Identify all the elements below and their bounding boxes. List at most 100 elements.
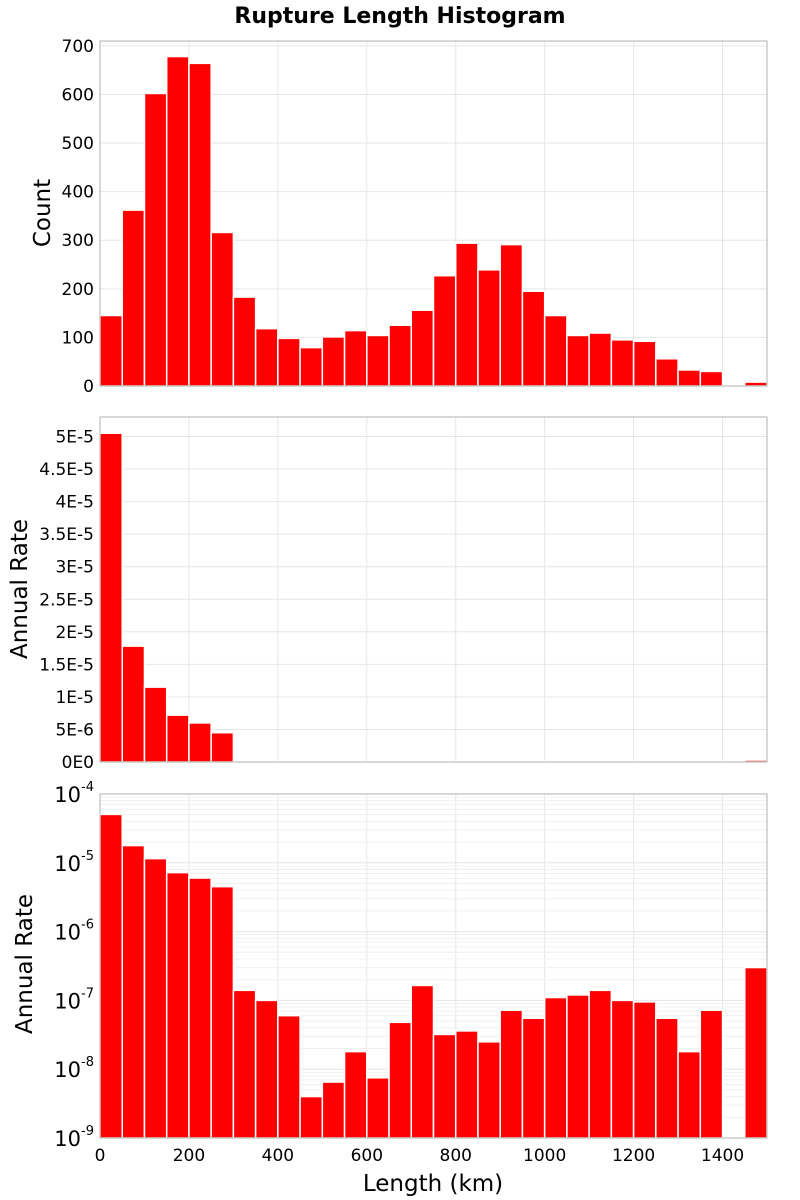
histogram-bar (299, 346, 324, 387)
histogram-bar (143, 92, 168, 387)
count-plot-frame (99, 40, 768, 387)
histogram-bar (432, 1033, 457, 1139)
histogram-bar (566, 334, 590, 387)
rate-log-plot-frame (99, 793, 768, 1139)
histogram-bar (188, 877, 212, 1139)
histogram-bar (254, 999, 279, 1139)
x-tick-label: 400 (262, 1146, 294, 1166)
histogram-bar (143, 857, 168, 1139)
histogram-bar (744, 966, 768, 1139)
y-tick-label: 1E-5 (55, 688, 94, 708)
y-tick-label: 100 (62, 328, 94, 348)
count-y-axis-label: Count (30, 179, 56, 247)
y-tick-label: 10-9 (54, 1124, 94, 1151)
y-tick-label: 0 (83, 377, 94, 397)
y-tick-label: 4E-5 (55, 493, 94, 513)
x-tick-label: 1200 (612, 1146, 655, 1166)
histogram-bar (388, 324, 413, 387)
histogram-bar (99, 314, 123, 387)
histogram-bar (744, 381, 768, 387)
y-tick-label: 10-7 (54, 986, 94, 1013)
histogram-bar (343, 1050, 368, 1139)
histogram-bar (165, 871, 190, 1139)
histogram-bar (588, 989, 613, 1139)
histogram-bar (477, 1041, 501, 1139)
x-tick-label: 200 (173, 1146, 205, 1166)
y-tick-label: 700 (62, 37, 94, 57)
histogram-bar (366, 334, 390, 387)
histogram-bar (188, 62, 212, 387)
y-tick-label: 10-8 (54, 1055, 94, 1082)
histogram-bar (521, 290, 546, 387)
histogram-bar (566, 994, 590, 1139)
y-tick-label: 300 (62, 231, 94, 251)
histogram-bar (277, 337, 301, 387)
y-tick-label: 5E-6 (55, 720, 94, 740)
y-tick-label: 1.5E-5 (39, 655, 94, 675)
histogram-bar (232, 989, 257, 1139)
y-tick-label: 3E-5 (55, 558, 94, 578)
histogram-bar (165, 55, 190, 387)
histogram-bar (499, 1009, 524, 1139)
y-tick-label: 10-6 (54, 918, 94, 945)
histogram-bar (454, 1030, 479, 1139)
y-tick-label: 3.5E-5 (39, 525, 94, 545)
histogram-bar (121, 209, 146, 387)
histogram-bar (210, 731, 235, 763)
histogram-bar (210, 885, 235, 1139)
x-tick-label: 600 (351, 1146, 383, 1166)
x-axis-label: Length (km) (363, 1171, 503, 1197)
y-tick-label: 10-4 (54, 780, 94, 807)
y-tick-label: 0E0 (62, 753, 94, 773)
y-tick-label: 500 (62, 134, 94, 154)
histogram-bar (543, 314, 568, 387)
rate-linear-plot-frame (99, 416, 768, 763)
rate-linear-panel: 0E0 5E-6 1E-5 1.5E-5 2E-5 2.5E-5 3E-5 3.5E-5 4E-… (7, 416, 768, 773)
y-tick-label: 400 (62, 183, 94, 203)
histogram-bar (410, 309, 435, 387)
x-tick-label: 1000 (523, 1146, 566, 1166)
histogram-bar (477, 269, 501, 387)
y-tick-label: 10-5 (54, 849, 94, 876)
histogram-bar (677, 1050, 702, 1139)
histogram-bar (165, 714, 190, 763)
histogram-bar (232, 296, 257, 387)
histogram-bar (432, 274, 457, 387)
y-tick-label: 4.5E-5 (39, 460, 94, 480)
y-tick-label: 2E-5 (55, 623, 94, 643)
histogram-bar (388, 1021, 413, 1139)
histogram-bar (254, 327, 279, 387)
x-tick-label: 1400 (701, 1146, 744, 1166)
histogram-bar (632, 340, 657, 387)
histogram-bar (610, 999, 635, 1139)
histogram-bar (655, 358, 679, 387)
histogram-bar (188, 722, 212, 763)
x-tick-label: 0 (95, 1146, 106, 1166)
histogram-bar (454, 242, 479, 387)
histogram-bar (99, 432, 123, 763)
histogram-bar (277, 1014, 301, 1139)
histogram-bar (299, 1095, 324, 1139)
histogram-bar (632, 1001, 657, 1139)
histogram-bar (699, 370, 724, 387)
histogram-bar (366, 1077, 390, 1139)
histogram-bar (699, 1009, 724, 1139)
histogram-bar (99, 813, 123, 1139)
rate-log-panel: 10-9 10-8 10-7 10-6 10-5 10-4 Annual Rate (12, 780, 768, 1151)
histogram-bar (343, 329, 368, 387)
y-tick-label: 2.5E-5 (39, 590, 94, 610)
histogram-bar (543, 996, 568, 1139)
histogram-bar (588, 332, 613, 387)
histogram-bar (499, 243, 524, 387)
chart-title: Rupture Length Histogram (234, 4, 565, 29)
histogram-bar (410, 984, 435, 1139)
y-tick-label: 5E-5 (55, 428, 94, 448)
histogram-bar (143, 686, 168, 763)
histogram-bar (121, 844, 146, 1139)
histogram-bar (210, 231, 235, 387)
histogram-bar (610, 339, 635, 387)
histogram-bar (677, 369, 702, 387)
y-tick-label: 600 (62, 85, 94, 105)
histogram-bar (321, 336, 346, 387)
